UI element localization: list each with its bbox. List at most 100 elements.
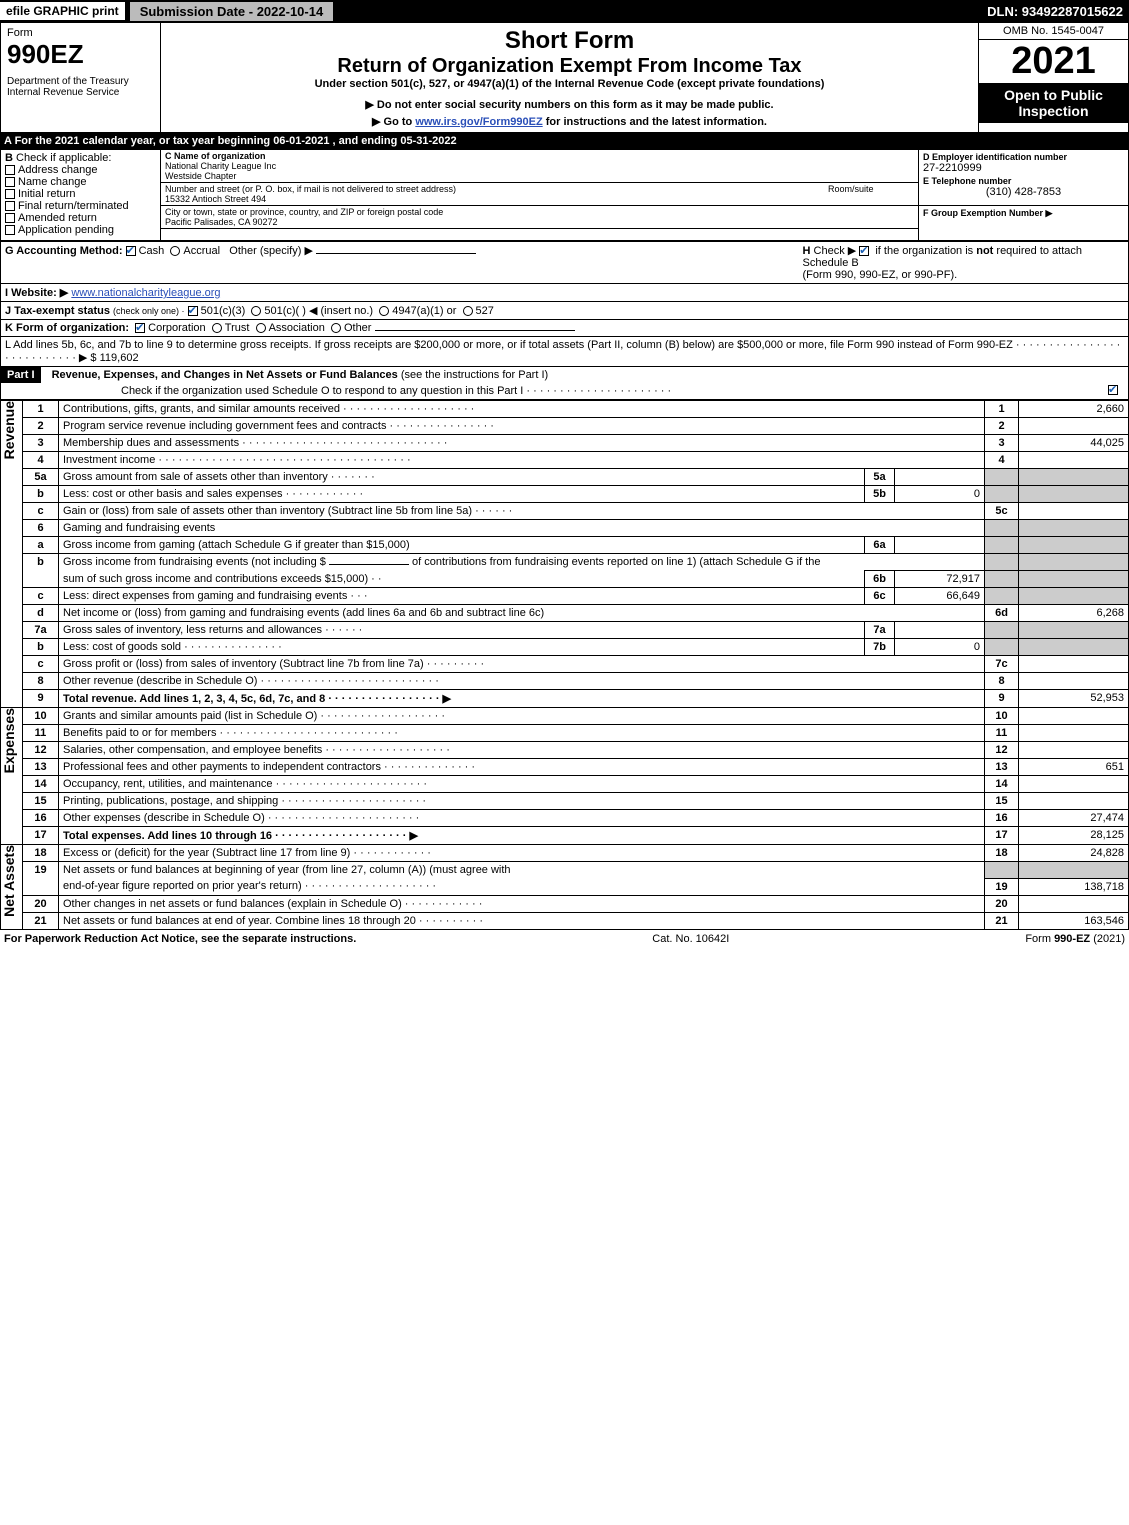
line-11-desc: Benefits paid to or for members · · · · … xyxy=(59,725,985,742)
j-527-check[interactable] xyxy=(463,306,473,316)
line-11-no: 11 xyxy=(23,725,59,742)
h-text2: if the organization is xyxy=(875,245,976,257)
line-5b-col-shade xyxy=(985,486,1019,503)
check-name-change[interactable]: Name change xyxy=(5,176,156,188)
k-assoc-label: Association xyxy=(269,322,325,334)
line-5a-col-shade xyxy=(985,469,1019,486)
g-cash-label: Cash xyxy=(139,245,165,257)
omb-number: OMB No. 1545-0047 xyxy=(979,23,1128,40)
g-other-input[interactable] xyxy=(316,253,476,254)
line-19-col-shade xyxy=(985,862,1019,879)
check-application-pending-label: Application pending xyxy=(18,224,114,236)
k-corp-check[interactable] xyxy=(135,323,145,333)
line-7c-desc: Gross profit or (loss) from sales of inv… xyxy=(59,656,985,673)
line-9-desc: Total revenue. Add lines 1, 2, 3, 4, 5c,… xyxy=(59,690,985,708)
i-label: I Website: ▶ xyxy=(5,287,68,299)
k-assoc-check[interactable] xyxy=(256,323,266,333)
h-check[interactable] xyxy=(859,246,869,256)
check-initial-return[interactable]: Initial return xyxy=(5,188,156,200)
line-20-amt xyxy=(1019,895,1129,912)
title-short: Short Form xyxy=(167,27,972,55)
line-1-desc: Contributions, gifts, grants, and simila… xyxy=(59,401,985,418)
k-trust-label: Trust xyxy=(225,322,250,334)
form-header: Form 990EZ Department of the Treasury In… xyxy=(0,22,1129,133)
j-label: J Tax-exempt status xyxy=(5,305,110,317)
street-label: Number and street (or P. O. box, if mail… xyxy=(165,184,824,194)
check-name-change-label: Name change xyxy=(18,176,87,188)
line-21-col: 21 xyxy=(985,912,1019,929)
j-501c3-check[interactable] xyxy=(188,306,198,316)
line-k: K Form of organization: Corporation Trus… xyxy=(0,320,1129,337)
line-2-col: 2 xyxy=(985,418,1019,435)
j-4947-check[interactable] xyxy=(379,306,389,316)
line-7c-col: 7c xyxy=(985,656,1019,673)
org-name-2: Westside Chapter xyxy=(165,171,914,181)
line-7b-subamt: 0 xyxy=(895,639,985,656)
line-6b-blank[interactable] xyxy=(329,564,409,565)
line-3-col: 3 xyxy=(985,435,1019,452)
g-cash-check[interactable] xyxy=(126,246,136,256)
irs-link[interactable]: www.irs.gov/Form990EZ xyxy=(415,116,542,128)
line-9-col: 9 xyxy=(985,690,1019,708)
line-3-no: 3 xyxy=(23,435,59,452)
line-6a-col-shade xyxy=(985,537,1019,554)
line-6d-col: 6d xyxy=(985,605,1019,622)
line-4-col: 4 xyxy=(985,452,1019,469)
line-5a-desc: Gross amount from sale of assets other t… xyxy=(59,469,865,486)
form-word: Form xyxy=(7,27,154,39)
line-6c-no: c xyxy=(23,588,59,605)
line-6c-col-shade xyxy=(985,588,1019,605)
line-5b-subamt: 0 xyxy=(895,486,985,503)
k-other-check[interactable] xyxy=(331,323,341,333)
open-to-public: Open to Public Inspection xyxy=(979,83,1128,123)
line-13-col: 13 xyxy=(985,759,1019,776)
efile-print-label[interactable]: efile GRAPHIC print xyxy=(0,2,125,20)
k-trust-check[interactable] xyxy=(212,323,222,333)
k-other-label: Other xyxy=(344,322,372,334)
check-application-pending[interactable]: Application pending xyxy=(5,224,156,236)
note-goto-pre: ▶ Go to xyxy=(372,116,415,128)
line-12-desc: Salaries, other compensation, and employ… xyxy=(59,742,985,759)
line-14-col: 14 xyxy=(985,776,1019,793)
part-i-header: Part I Revenue, Expenses, and Changes in… xyxy=(0,367,1129,400)
g-accrual-check[interactable] xyxy=(170,246,180,256)
line-19-desc: Net assets or fund balances at beginning… xyxy=(59,862,985,879)
line-13-amt: 651 xyxy=(1019,759,1129,776)
line-7b-col-shade xyxy=(985,639,1019,656)
k-other-input[interactable] xyxy=(375,330,575,331)
line-17-amt: 28,125 xyxy=(1019,827,1129,845)
check-address-change[interactable]: Address change xyxy=(5,164,156,176)
line-15-desc: Printing, publications, postage, and shi… xyxy=(59,793,985,810)
title-under: Under section 501(c), 527, or 4947(a)(1)… xyxy=(167,78,972,90)
j-501c-check[interactable] xyxy=(251,306,261,316)
check-final-return[interactable]: Final return/terminated xyxy=(5,200,156,212)
room-label: Room/suite xyxy=(828,184,910,194)
top-bar: efile GRAPHIC print Submission Date - 20… xyxy=(0,0,1129,22)
line-16-desc: Other expenses (describe in Schedule O) … xyxy=(59,810,985,827)
h-text1: Check ▶ xyxy=(814,245,860,257)
line-17-col: 17 xyxy=(985,827,1019,845)
check-amended-return[interactable]: Amended return xyxy=(5,212,156,224)
footer-mid: Cat. No. 10642I xyxy=(652,933,729,945)
line-14-desc: Occupancy, rent, utilities, and maintena… xyxy=(59,776,985,793)
line-13-no: 13 xyxy=(23,759,59,776)
part-i-schedule-o-check[interactable] xyxy=(1108,385,1118,395)
line-7a-no: 7a xyxy=(23,622,59,639)
j-501c3-label: 501(c)(3) xyxy=(201,305,246,317)
line-10-no: 10 xyxy=(23,708,59,725)
org-name-1: National Charity League Inc xyxy=(165,161,914,171)
line-6c-desc: Less: direct expenses from gaming and fu… xyxy=(59,588,865,605)
k-corp-label: Corporation xyxy=(148,322,205,334)
line-19-amt: 138,718 xyxy=(1019,878,1129,895)
g-label: G Accounting Method: xyxy=(5,245,123,257)
line-5b-sub: 5b xyxy=(865,486,895,503)
website-link[interactable]: www.nationalcharityleague.org xyxy=(71,287,220,299)
line-4-no: 4 xyxy=(23,452,59,469)
f-group-label: F Group Exemption Number ▶ xyxy=(923,208,1124,219)
line-7a-desc: Gross sales of inventory, less returns a… xyxy=(59,622,865,639)
city-label: City or town, state or province, country… xyxy=(165,207,914,217)
j-note: (check only one) · xyxy=(113,306,185,316)
section-expenses: Expenses xyxy=(1,708,17,773)
note-ssn: ▶ Do not enter social security numbers o… xyxy=(167,98,972,111)
form-number: 990EZ xyxy=(7,39,154,70)
